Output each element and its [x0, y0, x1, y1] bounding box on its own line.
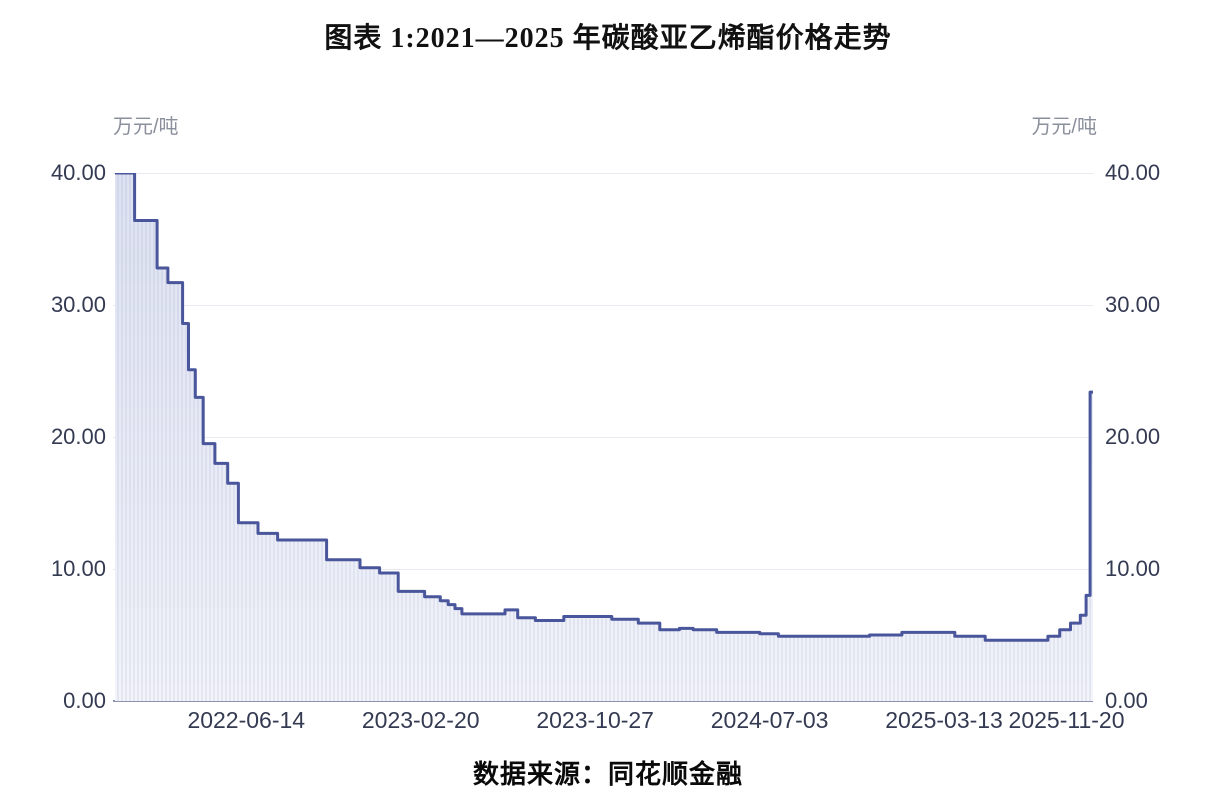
y-tick-label: 30.00 [1105, 292, 1161, 317]
gridline-10 [113, 569, 1093, 570]
y-tick-label: 20.00 [50, 424, 106, 449]
y-axis-right: 40.00 30.00 20.00 10.00 0.00 [1105, 160, 1185, 713]
y-tick-label: 20.00 [1105, 424, 1161, 449]
gridline-30 [113, 305, 1093, 306]
plot-area [113, 173, 1093, 702]
y-tick-label: 0.00 [63, 688, 106, 713]
y-tick-label: 40.00 [1105, 160, 1161, 185]
gridline-40 [113, 173, 1093, 174]
x-tick-label: 2025-03-13 [885, 707, 1003, 733]
price-area-stripes [115, 173, 1093, 701]
x-tick-label: 2023-10-27 [536, 707, 654, 733]
gridline-20 [113, 437, 1093, 438]
y-tick-label: 40.00 [50, 160, 106, 185]
y-axis-unit-right: 万元/吨 [1031, 116, 1097, 138]
y-axis-left: 40.00 30.00 20.00 10.00 0.00 [26, 160, 106, 713]
x-tick-label: 2022-06-14 [187, 707, 306, 733]
y-tick-label: 10.00 [50, 556, 106, 581]
y-tick-label: 10.00 [1105, 556, 1161, 581]
x-tick-label: 2025-11-20 [1008, 707, 1125, 733]
y-axis-unit-left: 万元/吨 [113, 116, 179, 138]
price-line-chart [115, 173, 1093, 701]
y-tick-label: 30.00 [50, 292, 106, 317]
price-line [115, 173, 1093, 642]
x-axis-labels: 2022-06-14 2023-02-20 2023-10-27 2024-07… [113, 707, 1124, 737]
chart-title: 图表 1:2021—2025 年碳酸亚乙烯酯价格走势 [324, 23, 892, 54]
x-tick-label: 2024-07-03 [710, 707, 829, 733]
data-source: 数据来源：同花顺金融 [472, 760, 743, 789]
x-axis-line [113, 700, 1093, 702]
x-tick-label: 2023-02-20 [361, 707, 480, 733]
y-tick-label: 0.00 [1105, 688, 1148, 713]
